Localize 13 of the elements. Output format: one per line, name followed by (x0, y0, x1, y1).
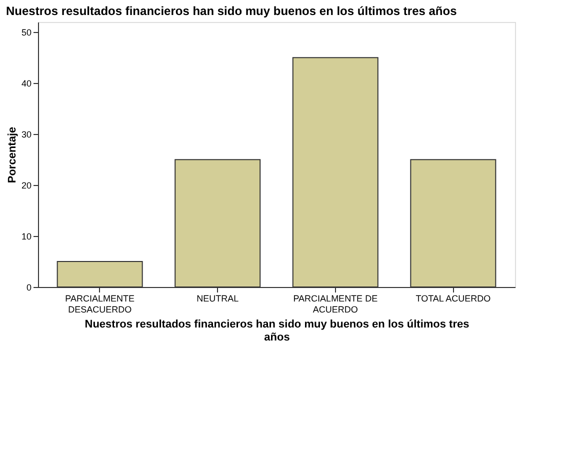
y-tick-label: 50 (21, 28, 32, 38)
y-tick-label: 20 (21, 180, 32, 191)
chart-title: Nuestros resultados financieros han sido muy buenos en los últimos tres años (6, 4, 458, 18)
x-tick-label: NEUTRAL (196, 294, 239, 304)
y-tick-label: 0 (26, 282, 32, 292)
x-tick-label: PARCIALMENTE DESACUERDO (65, 294, 135, 314)
y-tick-label: 40 (21, 78, 32, 89)
y-tick-label: 30 (21, 130, 32, 140)
x-tick-label: PARCIALMENTE DE ACUERDO (293, 294, 378, 314)
y-tick-label: 10 (21, 232, 32, 242)
x-axis-title: Nuestros resultados financieros han sido muy buenos en los últimos tres años (84, 318, 470, 344)
y-axis-title: Porcentaje (6, 126, 18, 184)
x-tick-label: TOTAL ACUERDO (416, 294, 491, 304)
